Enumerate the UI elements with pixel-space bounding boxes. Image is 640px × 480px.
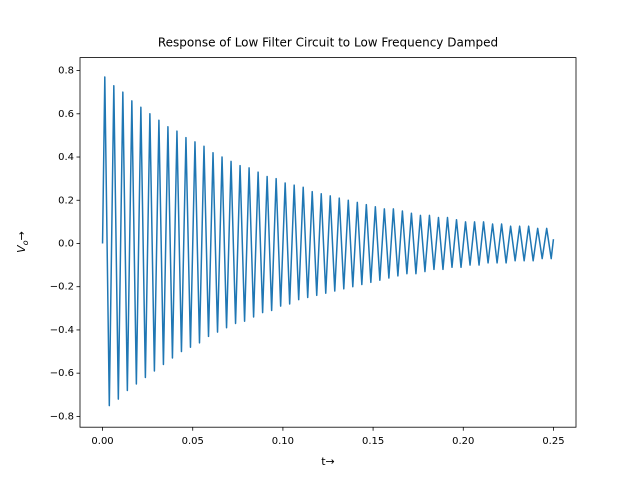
y-tick-label: −0.2 xyxy=(50,282,74,293)
x-tick-label: 0.20 xyxy=(452,436,474,447)
y-tick-label: 0.2 xyxy=(58,195,74,206)
y-axis-label: Vo→ xyxy=(15,231,30,253)
y-tick-label: 0.4 xyxy=(58,152,74,163)
y-tick-label: 0.6 xyxy=(58,109,74,120)
y-tick-label: 0.8 xyxy=(58,66,74,77)
y-tick-label: 0.0 xyxy=(58,238,74,249)
x-tick-label: 0.10 xyxy=(272,436,294,447)
x-tick-label: 0.15 xyxy=(362,436,384,447)
y-tick-label: −0.6 xyxy=(50,368,74,379)
y-tick-label: −0.4 xyxy=(50,325,74,336)
x-axis-label: t→ xyxy=(321,455,335,468)
plot-frame xyxy=(79,57,577,428)
y-tick-label: −0.8 xyxy=(50,411,74,422)
y-label-part: → xyxy=(15,231,28,240)
y-label-part: V xyxy=(15,244,28,253)
x-tick-label: 0.25 xyxy=(542,436,564,447)
y-label-part: o xyxy=(21,240,30,245)
x-tick-label: 0.05 xyxy=(182,436,204,447)
x-tick-label: 0.00 xyxy=(91,436,113,447)
chart-title: Response of Low Filter Circuit to Low Fr… xyxy=(158,36,498,50)
line-series xyxy=(101,76,555,407)
